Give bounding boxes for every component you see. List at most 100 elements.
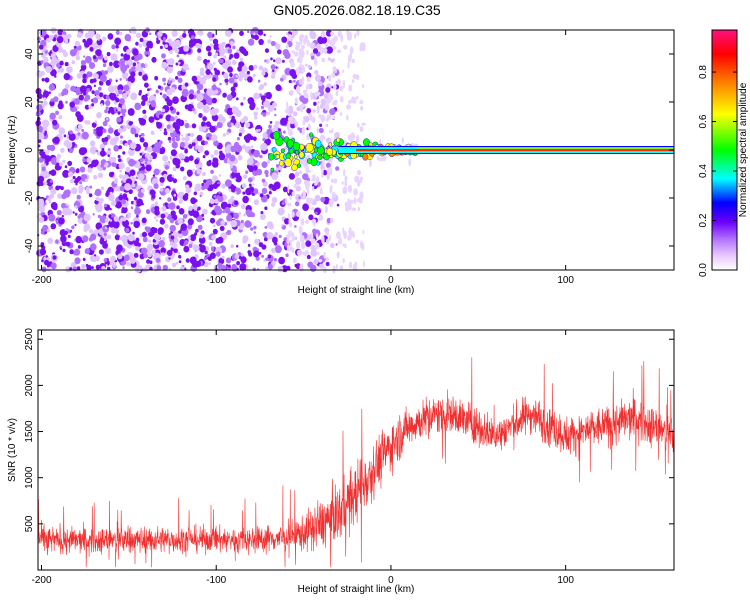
heatmap-noise-blob — [39, 248, 47, 256]
heatmap-noise-blob — [245, 187, 253, 196]
heatmap-noise-blob — [178, 208, 185, 215]
heatmap-noise-blob — [258, 65, 264, 71]
heatmap-noise-blob — [206, 136, 210, 140]
heatmap-faint-speckle — [359, 126, 364, 132]
heatmap-noise-blob — [237, 66, 243, 72]
heatmap-noise-blob — [201, 121, 206, 127]
heatmap-noise-blob — [125, 64, 130, 69]
heatmap-noise-blob — [76, 114, 84, 122]
heatmap-noise-blob — [52, 119, 58, 126]
heatmap-faint-speckle — [357, 182, 361, 187]
heatmap-noise-blob — [236, 244, 239, 248]
heatmap-noise-blob — [159, 187, 164, 192]
heatmap-noise-blob — [197, 48, 202, 53]
heatmap-noise-blob — [107, 234, 112, 240]
heatmap-noise-blob — [217, 183, 220, 187]
heatmap-noise-blob — [153, 183, 159, 190]
heatmap-noise-blob — [122, 151, 126, 155]
heatmap-noise-blob — [207, 51, 212, 57]
heatmap-noise-blob — [134, 265, 142, 273]
heatmap-noise-blob — [335, 166, 340, 171]
heatmap-noise-blob — [217, 196, 224, 203]
heatmap-noise-blob — [115, 97, 120, 103]
heatmap-noise-blob — [87, 29, 95, 37]
heatmap-noise-blob — [264, 48, 270, 53]
heatmap-noise-blob — [239, 30, 244, 36]
heatmap-noise-blob — [266, 111, 270, 116]
heatmap-noise-blob — [98, 198, 104, 204]
heatmap-noise-blob — [93, 84, 96, 88]
heatmap-noise-blob — [78, 94, 85, 101]
heatmap-noise-blob — [102, 120, 108, 127]
heatmap-onset-blob — [305, 142, 314, 153]
heatmap-noise-blob — [69, 101, 75, 108]
heatmap-noise-blob — [207, 31, 213, 38]
heatmap-noise-blob — [188, 155, 194, 161]
heatmap-noise-blob — [86, 88, 90, 92]
heatmap-noise-blob — [247, 38, 255, 46]
heatmap-faint-speckle — [353, 33, 357, 39]
heatmap-noise-blob — [205, 121, 211, 127]
heatmap-noise-blob — [137, 242, 141, 247]
heatmap-faint-speckle — [311, 116, 316, 124]
heatmap-noise-blob — [133, 252, 139, 258]
heatmap-noise-blob — [144, 161, 148, 165]
heatmap-noise-blob — [208, 159, 212, 163]
heatmap-faint-speckle — [288, 128, 293, 136]
heatmap-noise-blob — [100, 103, 104, 107]
heatmap-noise-blob — [79, 166, 86, 173]
heatmap-faint-speckle — [286, 105, 290, 113]
spectrogram-x-label: Height of straight line (km) — [298, 285, 415, 296]
heatmap-noise-blob — [258, 38, 264, 46]
heatmap-faint-speckle — [314, 182, 318, 186]
heatmap-noise-blob — [205, 97, 214, 106]
heatmap-noise-blob — [85, 186, 90, 192]
heatmap-noise-blob — [315, 211, 318, 215]
heatmap-noise-blob — [219, 150, 223, 155]
heatmap-noise-blob — [38, 44, 44, 50]
heatmap-noise-blob — [95, 204, 103, 213]
heatmap-noise-blob — [36, 180, 42, 187]
heatmap-noise-blob — [130, 92, 138, 101]
heatmap-noise-blob — [237, 155, 243, 161]
heatmap-noise-blob — [53, 136, 60, 144]
heatmap-noise-blob — [314, 207, 321, 216]
heatmap-noise-blob — [252, 136, 257, 141]
heatmap-noise-blob — [145, 93, 148, 97]
heatmap-faint-speckle — [331, 191, 336, 199]
heatmap-faint-speckle — [301, 76, 305, 86]
heatmap-noise-blob — [270, 64, 276, 70]
heatmap-noise-blob — [197, 145, 204, 153]
heatmap-noise-blob — [103, 258, 108, 263]
heatmap-noise-blob — [260, 213, 266, 221]
heatmap-noise-blob — [284, 218, 290, 225]
heatmap-noise-blob — [159, 197, 162, 200]
heatmap-noise-blob — [55, 185, 60, 191]
heatmap-noise-blob — [73, 248, 81, 256]
heatmap-noise-blob — [169, 224, 176, 232]
heatmap-faint-speckle — [296, 240, 301, 250]
heatmap-noise-blob — [308, 170, 311, 173]
heatmap-faint-speckle — [306, 133, 310, 141]
heatmap-noise-blob — [259, 154, 263, 159]
heatmap-noise-blob — [177, 61, 181, 65]
heatmap-faint-speckle — [330, 157, 333, 165]
heatmap-noise-blob — [125, 166, 131, 173]
heatmap-noise-blob — [111, 162, 116, 167]
heatmap-noise-blob — [199, 244, 206, 252]
heatmap-noise-blob — [63, 189, 71, 198]
heatmap-noise-blob — [79, 181, 83, 185]
heatmap-noise-blob — [77, 245, 81, 249]
heatmap-noise-blob — [184, 119, 188, 123]
heatmap-noise-blob — [92, 55, 97, 60]
heatmap-noise-blob — [60, 147, 65, 153]
heatmap-noise-blob — [263, 237, 268, 242]
heatmap-faint-speckle — [295, 41, 298, 45]
heatmap-noise-blob — [252, 73, 256, 78]
heatmap-noise-blob — [238, 70, 246, 78]
heatmap-noise-blob — [272, 236, 278, 244]
heatmap-noise-blob — [184, 136, 190, 142]
heatmap-noise-blob — [175, 39, 181, 46]
heatmap-noise-blob — [154, 205, 160, 212]
heatmap-faint-speckle — [354, 175, 360, 183]
